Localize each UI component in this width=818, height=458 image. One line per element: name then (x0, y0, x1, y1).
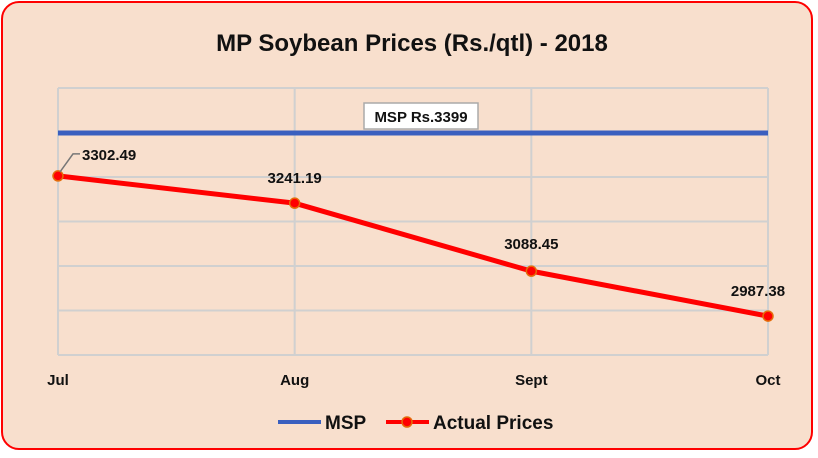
line-chart: MP Soybean Prices (Rs./qtl) - 2018 3302.… (47, 30, 785, 434)
x-tick-label: Jul (47, 372, 69, 389)
legend: MSP Actual Prices (278, 413, 553, 434)
actual-prices-line (57, 173, 769, 319)
series-layer: 3302.49 3241.19 3088.45 2987.38 (52, 130, 785, 322)
x-tick-label: Oct (755, 372, 780, 389)
data-label: 3302.49 (82, 147, 136, 164)
x-tick-label: Sept (515, 372, 548, 389)
data-point (525, 265, 538, 277)
legend-actual-label: Actual Prices (433, 413, 553, 434)
x-axis-labels: Jul Aug Sept Oct (47, 372, 780, 389)
annotation-box (363, 102, 479, 130)
data-label: 3088.45 (504, 236, 558, 253)
x-tick-label: Aug (280, 372, 309, 389)
legend-msp-label: MSP (325, 413, 367, 434)
annotation-text: MSP Rs.3399 (374, 109, 467, 126)
data-point (52, 170, 64, 182)
legend-actual-marker (401, 416, 413, 428)
data-label: 2987.38 (731, 283, 785, 300)
leader-line (59, 153, 80, 173)
chart-title: MP Soybean Prices (Rs./qtl) - 2018 (216, 30, 608, 57)
data-point (762, 310, 774, 322)
msp-annotation: MSP Rs.3399 (363, 102, 479, 130)
data-point (288, 197, 301, 209)
data-label: 3241.19 (268, 170, 322, 187)
chart-card: MP Soybean Prices (Rs./qtl) - 2018 3302.… (1, 1, 813, 450)
